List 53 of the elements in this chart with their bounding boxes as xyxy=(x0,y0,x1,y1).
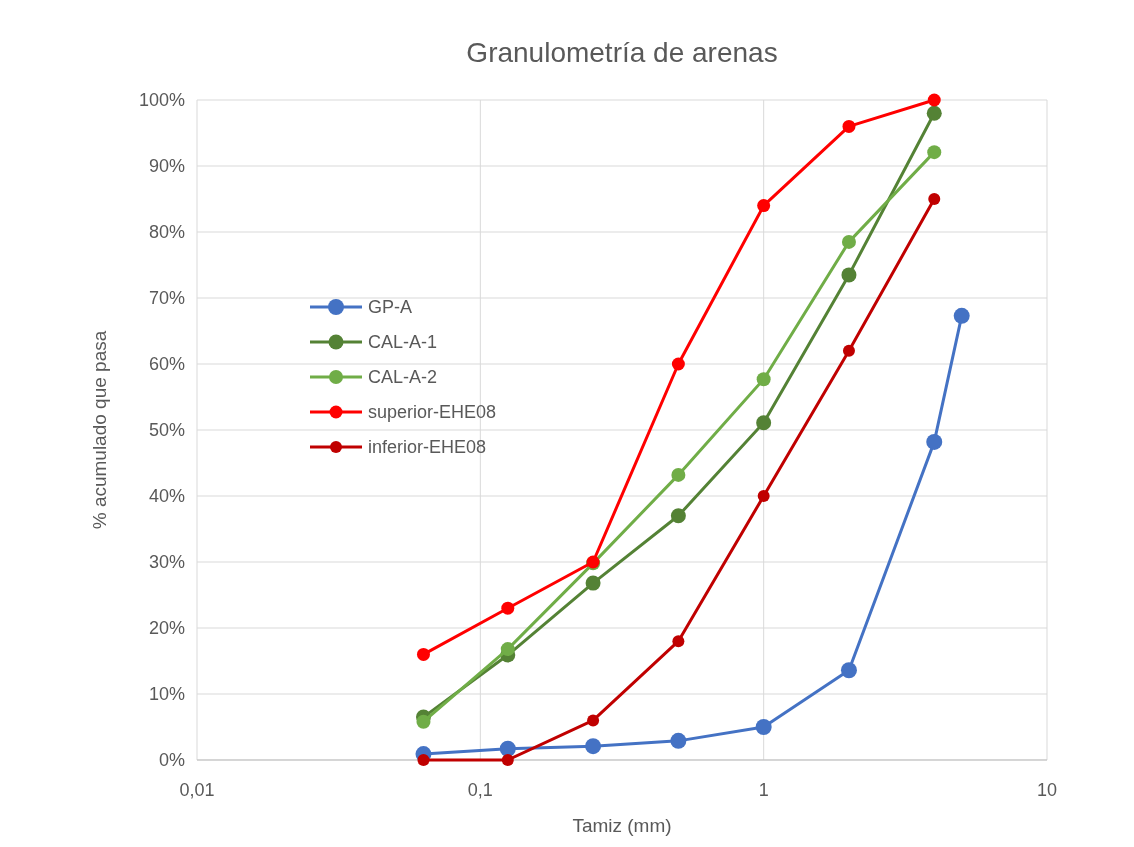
point xyxy=(926,433,943,450)
point xyxy=(842,344,855,357)
point xyxy=(500,642,515,657)
point xyxy=(757,490,770,502)
y-tick-label: 40% xyxy=(148,486,185,507)
x-tick-label: 0,01 xyxy=(179,780,215,800)
y-tick-label: 10% xyxy=(148,684,185,705)
point xyxy=(755,719,772,735)
legend-label: GP-A xyxy=(368,297,413,318)
legend-label: superior-EHE08 xyxy=(368,402,497,423)
y-axis-title: % acumulado que pasa xyxy=(89,330,110,530)
point xyxy=(926,105,942,121)
x-tick-label: 10 xyxy=(1036,780,1058,800)
y-tick-label: 30% xyxy=(148,552,185,573)
point xyxy=(840,662,857,679)
y-tick-label: 20% xyxy=(148,618,185,639)
y-tick-label: 50% xyxy=(148,420,185,441)
point xyxy=(671,467,686,482)
legend-label: CAL-A-1 xyxy=(368,332,438,353)
x-axis-title: Tamiz (mm) xyxy=(572,815,672,836)
point xyxy=(757,199,771,213)
legend-label: CAL-A-2 xyxy=(368,367,438,388)
point xyxy=(842,119,856,133)
point xyxy=(670,732,687,749)
point xyxy=(585,575,601,591)
point xyxy=(416,647,430,661)
legend-label: inferior-EHE08 xyxy=(368,437,487,458)
y-tick-label: 70% xyxy=(148,288,185,309)
x-tick-label: 1 xyxy=(758,780,769,800)
point xyxy=(756,372,771,387)
y-tick-label: 100% xyxy=(138,90,185,111)
point xyxy=(672,635,685,648)
y-tick-label: 0% xyxy=(158,750,185,771)
point xyxy=(670,508,686,524)
point xyxy=(501,754,514,766)
x-tick-label: 0,1 xyxy=(467,780,493,800)
point xyxy=(671,357,685,371)
point xyxy=(927,145,942,160)
point xyxy=(501,601,515,615)
point xyxy=(499,740,516,757)
point xyxy=(416,714,431,729)
chart-title: Granulometría de arenas xyxy=(466,37,778,68)
point xyxy=(587,714,600,727)
point xyxy=(585,738,602,755)
y-tick-label: 90% xyxy=(148,156,185,177)
y-tick-label: 60% xyxy=(148,354,185,375)
point xyxy=(841,267,857,283)
point xyxy=(841,234,856,249)
point xyxy=(928,193,941,205)
point xyxy=(927,93,941,107)
y-tick-label: 80% xyxy=(148,222,185,243)
point xyxy=(417,754,430,766)
point xyxy=(756,415,772,431)
